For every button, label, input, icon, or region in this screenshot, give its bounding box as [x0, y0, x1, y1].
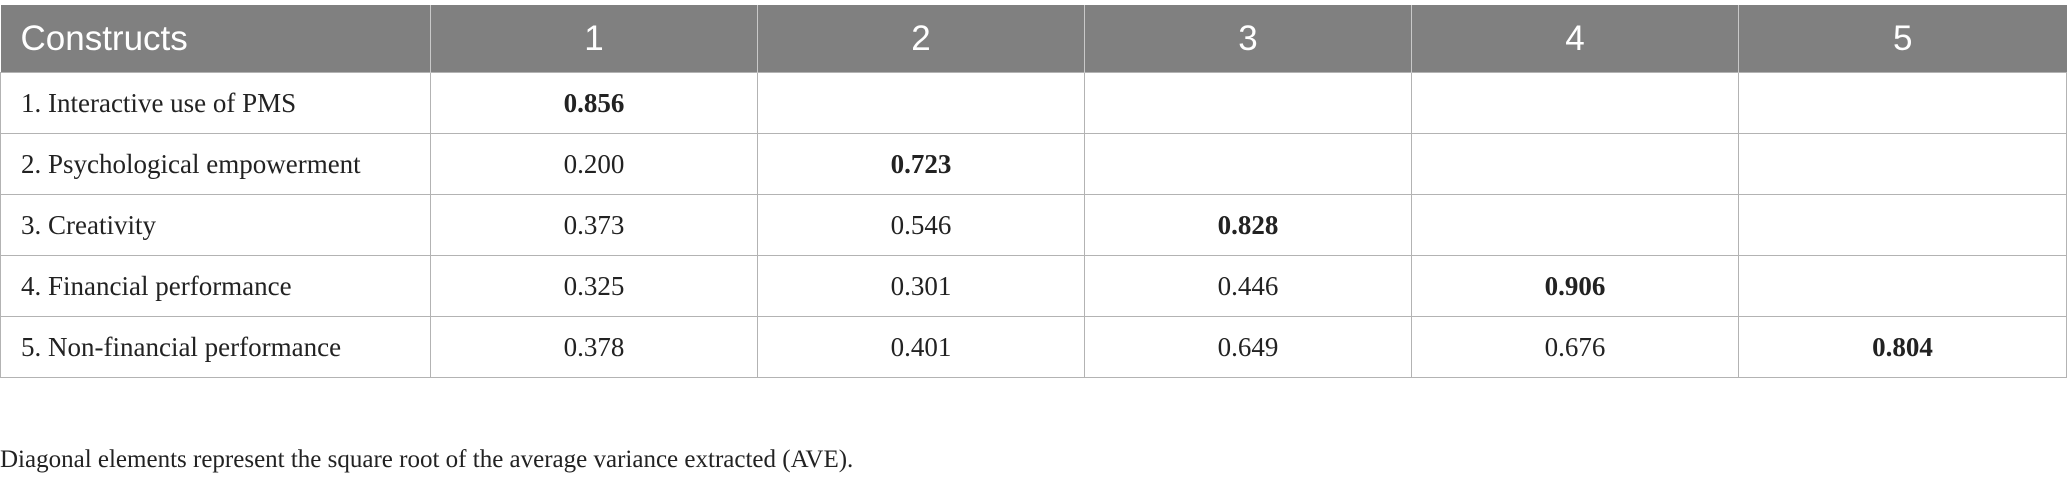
diagonal-cell: 0.828	[1084, 194, 1412, 256]
table-cell: 0.373	[430, 194, 758, 256]
table-cell: 0.301	[757, 255, 1085, 317]
table-cell	[1738, 194, 2067, 256]
table-row: 5. Non-financial performance 0.378 0.401…	[0, 316, 2067, 378]
table-cell	[1411, 194, 1739, 256]
table-cell	[1084, 133, 1412, 195]
construct-label: 4. Financial performance	[0, 255, 431, 317]
table-cell: 0.546	[757, 194, 1085, 256]
correlation-table: Constructs 1 2 3 4 5 1. Interactive use …	[0, 5, 2067, 378]
table-row: 2. Psychological empowerment 0.200 0.723	[0, 133, 2067, 195]
table-cell: 0.200	[430, 133, 758, 195]
construct-label: 3. Creativity	[0, 194, 431, 256]
table-cell	[1411, 133, 1739, 195]
construct-label: 5. Non-financial performance	[0, 316, 431, 378]
table-footnote: Diagonal elements represent the square r…	[0, 446, 854, 473]
table-row: 3. Creativity 0.373 0.546 0.828	[0, 194, 2067, 256]
table-cell	[1738, 133, 2067, 195]
header-col-1: 1	[430, 5, 758, 73]
construct-label: 1. Interactive use of PMS	[0, 72, 431, 134]
table-row: 4. Financial performance 0.325 0.301 0.4…	[0, 255, 2067, 317]
diagonal-cell: 0.804	[1738, 316, 2067, 378]
diagonal-cell: 0.906	[1411, 255, 1739, 317]
table-cell: 0.325	[430, 255, 758, 317]
header-col-4: 4	[1411, 5, 1739, 73]
table-row: 1. Interactive use of PMS 0.856	[0, 72, 2067, 134]
table-cell	[1411, 72, 1739, 134]
header-col-2: 2	[757, 5, 1085, 73]
table-cell	[1738, 72, 2067, 134]
header-constructs: Constructs	[0, 5, 431, 73]
diagonal-cell: 0.723	[757, 133, 1085, 195]
table-cell	[1738, 255, 2067, 317]
table-cell: 0.378	[430, 316, 758, 378]
table-cell: 0.446	[1084, 255, 1412, 317]
table-cell: 0.649	[1084, 316, 1412, 378]
construct-label: 2. Psychological empowerment	[0, 133, 431, 195]
table-cell: 0.401	[757, 316, 1085, 378]
diagonal-cell: 0.856	[430, 72, 758, 134]
table-cell	[757, 72, 1085, 134]
table-cell: 0.676	[1411, 316, 1739, 378]
header-col-3: 3	[1084, 5, 1412, 73]
table-cell	[1084, 72, 1412, 134]
table-header-row: Constructs 1 2 3 4 5	[0, 5, 2067, 73]
header-col-5: 5	[1738, 5, 2067, 73]
